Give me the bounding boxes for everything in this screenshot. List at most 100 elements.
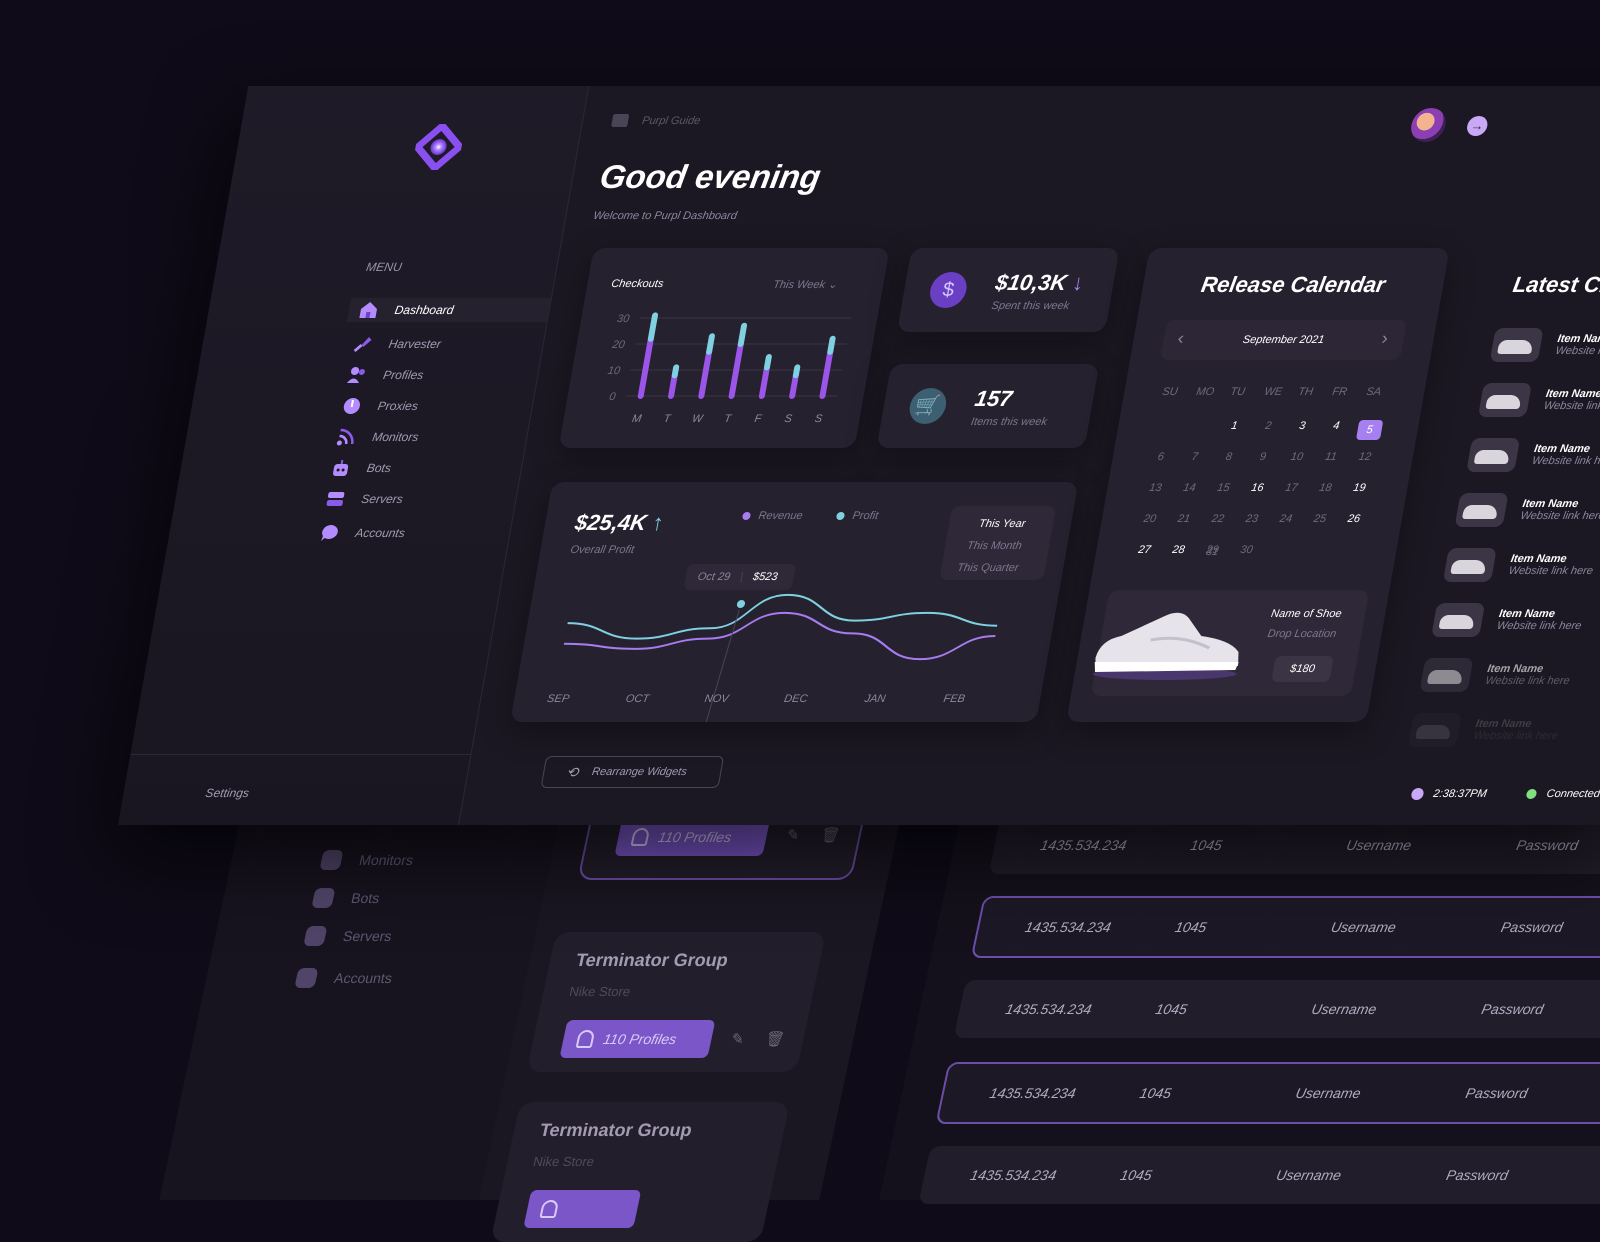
back-nav-bots[interactable]: Bots <box>311 888 381 908</box>
group-card[interactable]: Terminator Group Nike Store 110 Profiles… <box>526 932 827 1072</box>
calendar-day[interactable]: 10 <box>1289 451 1305 463</box>
calendar-day[interactable]: 12 <box>1357 451 1373 463</box>
logout-arrow-icon[interactable]: → <box>1465 116 1490 136</box>
calendar-day[interactable]: 5 <box>1355 420 1384 440</box>
calendar-day[interactable]: 4 <box>1332 420 1341 432</box>
calendar-day[interactable]: 8 <box>1224 451 1234 463</box>
calendar-day[interactable]: 1 <box>1230 420 1239 432</box>
sidebar-item-bots[interactable]: Bots <box>329 458 393 478</box>
sidebar-item-accounts[interactable]: Accounts <box>318 523 407 543</box>
guide-label: Purpl Guide <box>641 114 702 127</box>
calendar-day[interactable]: 27 <box>1137 544 1152 556</box>
calendar-day[interactable]: 3 <box>1298 420 1307 432</box>
pencil-icon[interactable]: ✎ <box>784 827 802 844</box>
calendar-day[interactable]: 20 <box>1142 513 1158 525</box>
calendar-day[interactable]: 22 <box>1210 513 1226 525</box>
back-nav-servers[interactable]: Servers <box>303 926 393 946</box>
calendar-day[interactable]: 11 <box>1324 451 1338 463</box>
group-store: Nike Store <box>531 1154 596 1169</box>
item-link[interactable]: Website link here <box>1496 620 1583 632</box>
table-row[interactable]: 1435.534.234 1045 Username Password <box>935 1062 1600 1124</box>
calendar-day[interactable]: 19 <box>1352 482 1367 494</box>
x-tick-label: F <box>753 413 763 425</box>
calendar-day[interactable]: 13 <box>1148 482 1163 494</box>
calendar-day[interactable]: 31 <box>1204 546 1220 558</box>
pencil-icon[interactable]: ✎ <box>729 1031 746 1048</box>
period-option[interactable]: This Year <box>978 518 1027 530</box>
settings-link[interactable]: Settings <box>204 786 251 800</box>
cell-user: Username <box>1294 1085 1363 1101</box>
calendar-day[interactable]: 6 <box>1156 451 1166 463</box>
item-link[interactable]: Website link here <box>1542 400 1600 412</box>
item-link[interactable]: Website link here <box>1519 510 1600 522</box>
sidebar-item-monitors[interactable]: Monitors <box>335 427 421 447</box>
profiles-button[interactable] <box>523 1190 642 1228</box>
weekday-label: TH <box>1297 386 1315 398</box>
table-row[interactable]: 1435.534.234 1045 Username Password <box>918 1146 1600 1204</box>
robot-icon <box>333 460 349 476</box>
logo-icon <box>413 124 464 170</box>
avatar[interactable] <box>1408 108 1449 142</box>
item-link[interactable]: Website link here <box>1531 455 1600 467</box>
sidebar-item-profiles[interactable]: Profiles <box>346 365 426 385</box>
tooltip-value: $523 <box>751 571 779 583</box>
calendar-day[interactable]: 28 <box>1171 544 1186 556</box>
item-link[interactable]: Website link here <box>1472 730 1559 742</box>
sidebar-item-servers[interactable]: Servers <box>324 489 405 509</box>
calendar-day[interactable]: 23 <box>1244 513 1260 525</box>
calendar-day[interactable]: 21 <box>1176 513 1192 525</box>
sidebar-item-proxies[interactable]: Proxies <box>340 396 420 416</box>
calendar-day[interactable]: 26 <box>1346 513 1362 525</box>
profiles-label: 110 Profiles <box>656 829 733 845</box>
back-nav-accounts[interactable]: Accounts <box>294 968 394 988</box>
items-card: 🛒 157 Items this week <box>876 364 1100 448</box>
calendar-day[interactable]: 14 <box>1182 482 1197 494</box>
legend-dot <box>835 512 846 520</box>
cell-port: 1045 <box>1154 1001 1189 1017</box>
calendar-day[interactable]: 2 <box>1264 420 1273 432</box>
item-link[interactable]: Website link here <box>1554 345 1600 357</box>
calendar-day[interactable]: 17 <box>1284 482 1299 494</box>
calendar-day[interactable]: 30 <box>1239 544 1254 556</box>
item-link[interactable]: Website link here <box>1507 565 1595 577</box>
trash-icon[interactable]: 🗑 <box>818 827 842 844</box>
group-card[interactable]: Terminator Group Nike Store <box>490 1102 791 1242</box>
table-row[interactable]: 1435.534.234 1045 Username Password <box>970 896 1600 958</box>
rearrange-widgets-button[interactable]: ⟲ Rearrange Widgets <box>540 756 725 788</box>
table-row[interactable]: 1435.534.234 1045 Username Password <box>953 980 1600 1038</box>
items-value: 157 <box>972 386 1015 411</box>
back-nav-monitors[interactable]: Monitors <box>319 850 415 870</box>
y-tick-label: 30 <box>616 313 631 325</box>
trash-icon[interactable]: 🗑 <box>763 1031 787 1048</box>
back-nav-label: Bots <box>349 890 382 906</box>
profiles-button[interactable]: 110 Profiles <box>559 1020 716 1058</box>
calendar-day[interactable]: 18 <box>1318 482 1333 494</box>
user-icon <box>630 828 651 846</box>
sidebar-item-dashboard[interactable]: Dashboard <box>357 300 455 320</box>
calendar-day[interactable]: 24 <box>1278 513 1294 525</box>
calendar-day[interactable]: 15 <box>1216 482 1231 494</box>
main-dashboard-window: MENU Dashboard Harvester Profiles Proxie… <box>118 86 1600 825</box>
cell-port: 1045 <box>1138 1085 1173 1101</box>
sidebar-item-harvester[interactable]: Harvester <box>351 334 443 354</box>
cell-ip: 1435.534.234 <box>1023 919 1113 935</box>
calendar-day[interactable]: 7 <box>1190 451 1200 463</box>
cell-ip: 1435.534.234 <box>1004 1001 1094 1017</box>
guide-link[interactable]: Purpl Guide <box>611 114 701 127</box>
calendar-day[interactable]: 9 <box>1258 451 1268 463</box>
shoe-release[interactable]: Name of Shoe Drop Location $180 <box>1090 590 1370 696</box>
y-tick-label: 0 <box>608 391 617 403</box>
period-dropdown[interactable]: This Week ⌄ <box>772 278 838 291</box>
period-option[interactable]: This Month <box>966 540 1023 552</box>
calendar-day[interactable]: 16 <box>1250 482 1265 494</box>
calendar-day[interactable]: 25 <box>1312 513 1328 525</box>
item-link[interactable]: Website link here <box>1484 675 1571 687</box>
